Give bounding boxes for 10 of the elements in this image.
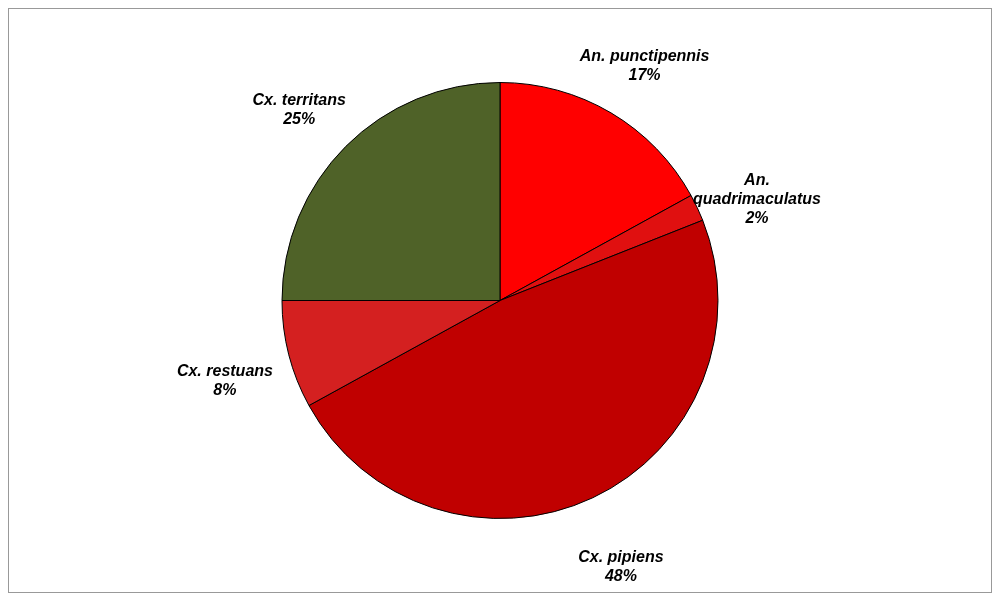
slice-label: Cx. territans <box>252 90 346 108</box>
slice-label: An. quadrimaculatus <box>692 170 822 207</box>
data-label: 8% <box>213 381 237 399</box>
slice-label: Cx. pipiens <box>578 548 664 566</box>
slice-label: An. punctipennis <box>578 47 710 65</box>
data-label: 25% <box>282 109 316 127</box>
slice-label: Cx. restuans <box>176 362 274 380</box>
data-label: 17% <box>628 66 661 84</box>
data-label: 2% <box>744 208 769 226</box>
data-label: 48% <box>603 567 637 585</box>
